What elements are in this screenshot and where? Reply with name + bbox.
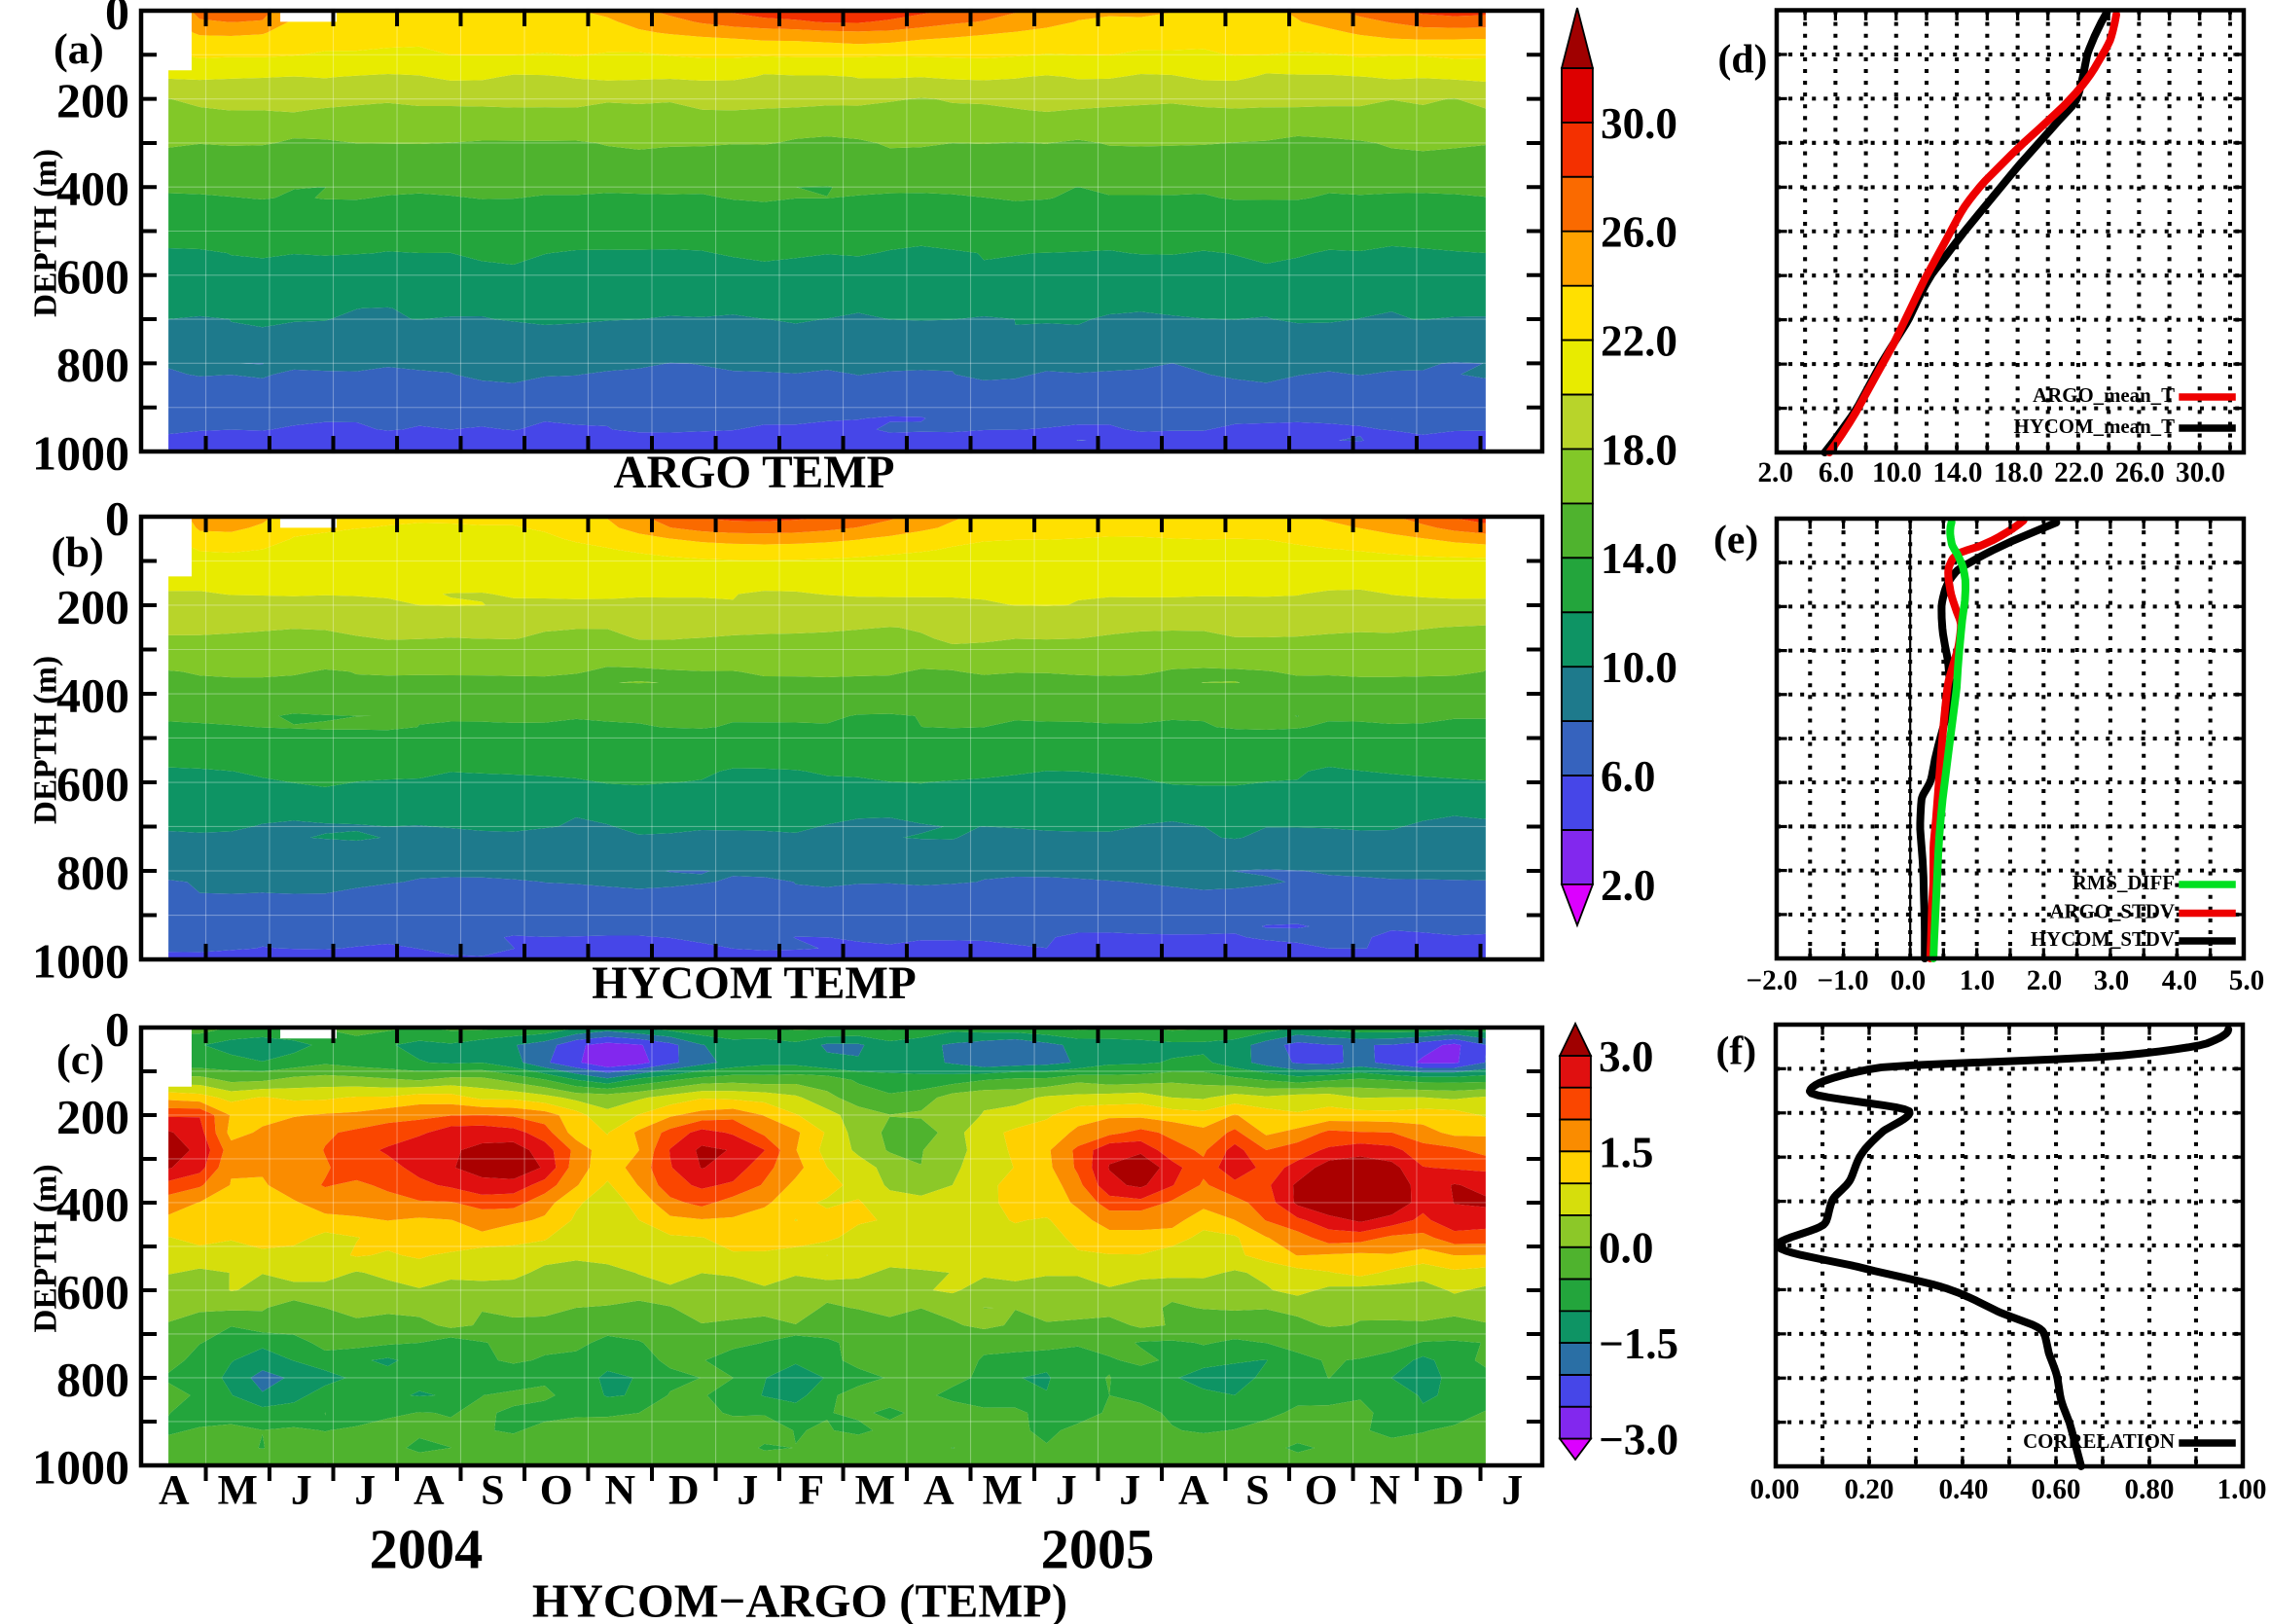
svg-text:A: A xyxy=(1178,1467,1209,1514)
svg-text:ARGO_mean_T: ARGO_mean_T xyxy=(2033,383,2175,407)
svg-text:1.0: 1.0 xyxy=(1960,965,1995,996)
svg-text:D: D xyxy=(1433,1467,1464,1514)
svg-text:(b): (b) xyxy=(52,528,104,577)
svg-text:30.0: 30.0 xyxy=(1601,99,1677,148)
svg-text:22.0: 22.0 xyxy=(2054,457,2104,488)
svg-text:0.80: 0.80 xyxy=(2124,1474,2174,1505)
svg-text:800: 800 xyxy=(56,338,129,392)
svg-text:HYCOM−ARGO (TEMP): HYCOM−ARGO (TEMP) xyxy=(532,1575,1067,1624)
svg-text:0.20: 0.20 xyxy=(1844,1474,1893,1505)
svg-text:18.0: 18.0 xyxy=(1601,425,1677,474)
svg-text:F: F xyxy=(798,1467,824,1514)
svg-text:J: J xyxy=(354,1467,376,1514)
svg-text:800: 800 xyxy=(56,845,129,899)
svg-text:(c): (c) xyxy=(56,1035,104,1084)
svg-text:N: N xyxy=(604,1467,635,1514)
svg-text:−3.0: −3.0 xyxy=(1599,1415,1678,1463)
svg-text:1000: 1000 xyxy=(32,933,129,988)
svg-text:N: N xyxy=(1369,1467,1400,1514)
svg-text:J: J xyxy=(1501,1467,1523,1514)
svg-text:4.0: 4.0 xyxy=(2162,965,2197,996)
svg-text:400: 400 xyxy=(56,162,129,216)
svg-text:2.0: 2.0 xyxy=(2027,965,2062,996)
svg-text:ARGO TEMP: ARGO TEMP xyxy=(613,448,894,498)
svg-text:1.00: 1.00 xyxy=(2217,1474,2266,1505)
svg-text:800: 800 xyxy=(56,1352,129,1406)
svg-text:J: J xyxy=(1119,1467,1140,1514)
svg-text:(d): (d) xyxy=(1718,37,1768,82)
svg-text:HYCOM TEMP: HYCOM TEMP xyxy=(592,958,917,1009)
svg-text:A: A xyxy=(923,1467,955,1514)
svg-text:ARGO_STDV: ARGO_STDV xyxy=(2050,900,2175,923)
svg-text:30.0: 30.0 xyxy=(2176,457,2225,488)
svg-text:DEPTH (m): DEPTH (m) xyxy=(28,656,64,824)
svg-text:A: A xyxy=(414,1467,445,1514)
svg-text:0.40: 0.40 xyxy=(1938,1474,1988,1505)
svg-text:J: J xyxy=(1056,1467,1077,1514)
svg-text:(e): (e) xyxy=(1713,518,1758,562)
svg-text:6.0: 6.0 xyxy=(1819,457,1854,488)
svg-text:S: S xyxy=(481,1467,504,1514)
svg-text:400: 400 xyxy=(56,668,129,722)
svg-text:2.0: 2.0 xyxy=(1757,457,1792,488)
svg-text:2004: 2004 xyxy=(370,1517,484,1580)
svg-text:0: 0 xyxy=(105,1001,129,1056)
svg-text:D: D xyxy=(668,1467,700,1514)
svg-text:600: 600 xyxy=(56,249,129,304)
svg-text:3.0: 3.0 xyxy=(1599,1032,1653,1081)
svg-text:26.0: 26.0 xyxy=(1601,208,1677,257)
svg-text:RMS_DIFF: RMS_DIFF xyxy=(2073,871,2175,894)
svg-text:(a): (a) xyxy=(54,24,104,73)
svg-text:A: A xyxy=(159,1467,190,1514)
svg-text:0: 0 xyxy=(105,490,129,545)
svg-text:0.0: 0.0 xyxy=(1891,965,1926,996)
svg-text:0: 0 xyxy=(105,0,129,39)
svg-text:200: 200 xyxy=(56,1089,129,1143)
svg-text:0.60: 0.60 xyxy=(2031,1474,2080,1505)
svg-text:3.0: 3.0 xyxy=(2094,965,2129,996)
svg-text:18.0: 18.0 xyxy=(1994,457,2043,488)
svg-text:CORRELATION: CORRELATION xyxy=(2023,1429,2175,1453)
svg-text:22.0: 22.0 xyxy=(1601,317,1677,366)
svg-text:5.0: 5.0 xyxy=(2229,965,2264,996)
svg-text:M: M xyxy=(983,1467,1023,1514)
svg-text:2005: 2005 xyxy=(1041,1517,1155,1580)
svg-text:14.0: 14.0 xyxy=(1932,457,1982,488)
svg-text:O: O xyxy=(540,1467,573,1514)
svg-text:DEPTH (m): DEPTH (m) xyxy=(28,149,64,317)
svg-text:−1.0: −1.0 xyxy=(1817,965,1868,996)
svg-text:6.0: 6.0 xyxy=(1601,752,1655,801)
svg-text:J: J xyxy=(737,1467,758,1514)
svg-text:10.0: 10.0 xyxy=(1601,643,1677,692)
svg-text:200: 200 xyxy=(56,579,129,633)
svg-text:−2.0: −2.0 xyxy=(1746,965,1797,996)
svg-text:(f): (f) xyxy=(1716,1029,1757,1074)
svg-text:DEPTH (m): DEPTH (m) xyxy=(28,1164,64,1332)
svg-text:26.0: 26.0 xyxy=(2115,457,2165,488)
svg-text:−1.5: −1.5 xyxy=(1599,1319,1678,1368)
svg-text:600: 600 xyxy=(56,756,129,811)
svg-text:10.0: 10.0 xyxy=(1872,457,1922,488)
svg-text:1000: 1000 xyxy=(32,425,129,480)
svg-text:2.0: 2.0 xyxy=(1601,861,1655,910)
svg-text:1.5: 1.5 xyxy=(1599,1128,1653,1176)
svg-text:O: O xyxy=(1305,1467,1338,1514)
svg-text:400: 400 xyxy=(56,1176,129,1231)
svg-text:M: M xyxy=(855,1467,895,1514)
svg-text:HYCOM_STDV: HYCOM_STDV xyxy=(2031,927,2175,951)
svg-text:0.0: 0.0 xyxy=(1599,1224,1653,1273)
svg-text:200: 200 xyxy=(56,73,129,127)
svg-text:HYCOM_mean_T: HYCOM_mean_T xyxy=(2014,415,2176,438)
svg-text:M: M xyxy=(218,1467,258,1514)
svg-text:S: S xyxy=(1245,1467,1269,1514)
svg-text:14.0: 14.0 xyxy=(1601,534,1677,583)
svg-text:J: J xyxy=(291,1467,312,1514)
svg-text:1000: 1000 xyxy=(32,1439,129,1494)
svg-text:600: 600 xyxy=(56,1264,129,1318)
svg-text:0.00: 0.00 xyxy=(1749,1474,1799,1505)
